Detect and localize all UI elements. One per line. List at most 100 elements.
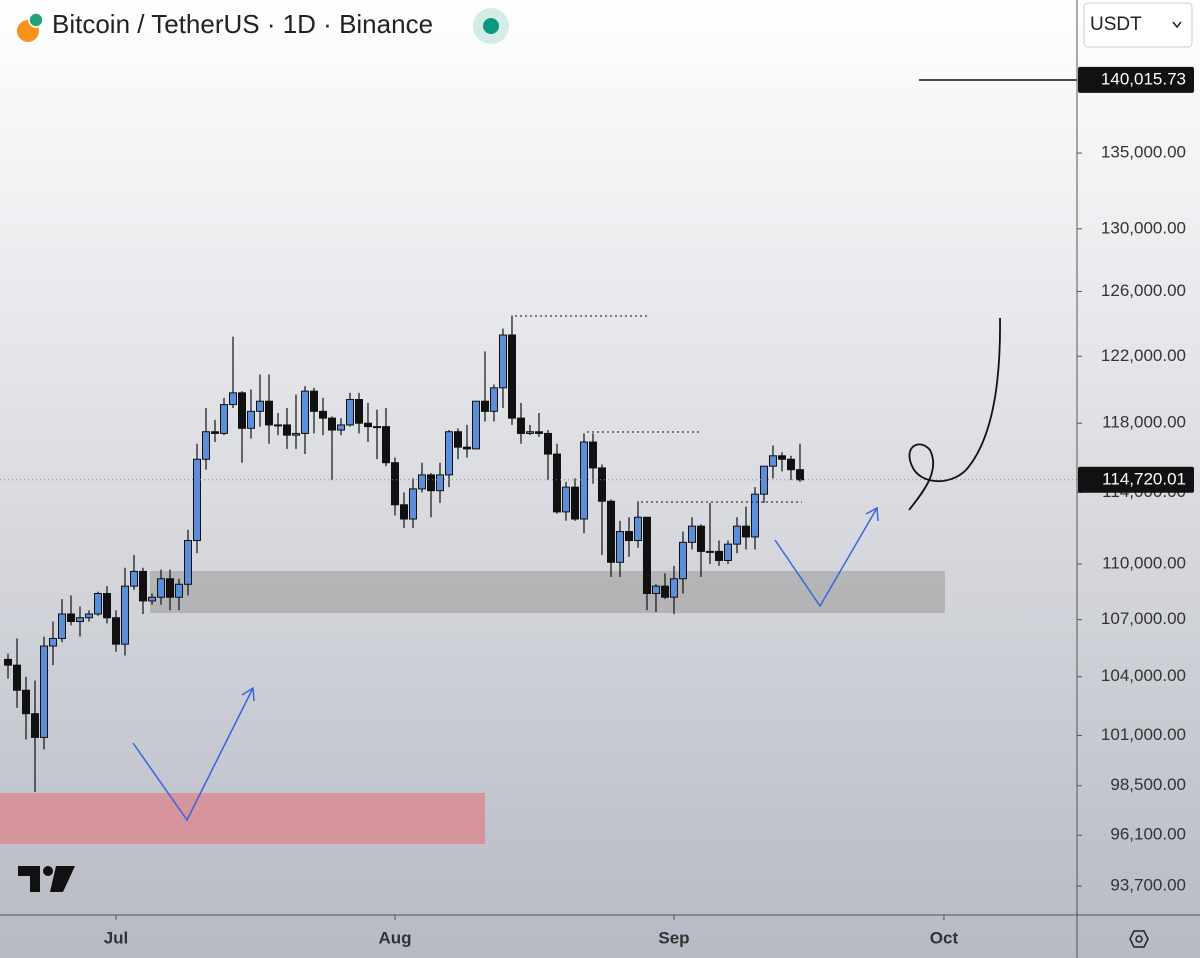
x-tick-label: Sep — [658, 928, 689, 947]
x-tick-label: Jul — [104, 928, 129, 947]
logo-part — [50, 866, 75, 892]
y-tick-label: 98,500.00 — [1110, 775, 1186, 794]
candle-body — [4, 658, 13, 666]
y-tick-label: 104,000.00 — [1101, 666, 1186, 685]
candle-body — [750, 493, 759, 538]
settings-hex[interactable] — [1129, 930, 1149, 948]
candle-body — [696, 525, 705, 552]
x-tick-label: Oct — [930, 928, 959, 947]
y-tick-label: 122,000.00 — [1101, 346, 1186, 365]
candle-body — [327, 417, 336, 431]
candle-body — [363, 422, 372, 428]
y-tick-label: 110,000.00 — [1102, 554, 1186, 573]
candle-body — [57, 613, 66, 639]
candle-body — [795, 469, 804, 481]
candle-body — [687, 525, 696, 543]
candle-body — [408, 488, 417, 520]
candle-body — [759, 465, 768, 495]
candle-body — [264, 400, 273, 426]
candle-body — [453, 431, 462, 448]
drawings — [132, 79, 1077, 822]
price-marker-label: 114,720.01 — [1102, 469, 1186, 488]
candle-body — [597, 467, 606, 502]
candle-body — [462, 446, 471, 450]
y-tick-label: 130,000.00 — [1101, 218, 1186, 237]
candle-body — [129, 570, 138, 587]
candle-body — [426, 474, 435, 492]
candle-body — [165, 578, 174, 598]
candle-body — [336, 424, 345, 431]
candle-body — [417, 474, 426, 490]
y-tick-label: 126,000.00 — [1101, 281, 1186, 300]
candle-body — [399, 504, 408, 520]
support-zone — [150, 571, 945, 613]
candle-body — [228, 392, 237, 406]
candle-body — [525, 431, 534, 434]
arrow — [774, 507, 878, 608]
candle-body — [615, 531, 624, 563]
settings-dot[interactable] — [1135, 935, 1143, 943]
arrow — [132, 687, 254, 822]
candle-body — [246, 410, 255, 429]
candle-body — [480, 400, 489, 412]
candle-body — [31, 713, 40, 738]
candle-body — [354, 399, 363, 424]
candle-body — [48, 637, 57, 647]
candle-body — [732, 525, 741, 545]
candle-body — [606, 500, 615, 563]
candle-body — [210, 431, 219, 434]
candle-body — [588, 441, 597, 469]
candle-body — [390, 462, 399, 506]
candle-body — [642, 516, 651, 595]
logo-part — [43, 866, 53, 876]
candle-body — [543, 432, 552, 455]
candle-body — [192, 458, 201, 542]
candle-body — [102, 593, 111, 619]
candle-body — [498, 334, 507, 389]
candle-body — [579, 441, 588, 520]
candle-body — [516, 417, 525, 434]
symbol-title: Bitcoin / TetherUS · 1D · Binance — [52, 9, 433, 39]
candle-body — [534, 431, 543, 434]
candle-body — [435, 474, 444, 492]
y-tick-label: 101,000.00 — [1101, 725, 1186, 744]
candle-body — [201, 431, 210, 460]
chevron — [1172, 21, 1182, 29]
candle-body — [66, 613, 75, 622]
tv-logo — [18, 866, 75, 892]
candle-body — [741, 525, 750, 538]
candle-body — [345, 399, 354, 426]
plot-area — [0, 152, 1082, 920]
candle-body — [651, 585, 660, 595]
candle-body — [156, 578, 165, 598]
candle-body — [669, 578, 678, 598]
candle-body — [714, 550, 723, 561]
candle-body — [552, 453, 561, 513]
candle-body — [777, 455, 786, 460]
candle-body — [255, 400, 264, 412]
candle-body — [75, 617, 84, 622]
candle-body — [84, 613, 93, 619]
settings-icon[interactable] — [1129, 930, 1149, 948]
y-tick-label: 135,000.00 — [1101, 143, 1186, 162]
candle-body — [291, 432, 300, 436]
currency-select[interactable] — [1083, 2, 1193, 48]
y-tick-label: 96,100.00 — [1110, 825, 1186, 844]
candle-body — [561, 486, 570, 513]
candle-body — [120, 585, 129, 645]
candle-body — [786, 458, 795, 471]
candle-body — [183, 540, 192, 585]
price-marker-box — [1078, 66, 1194, 93]
candle-body — [138, 570, 147, 602]
candle-body — [372, 426, 381, 429]
candle-body — [381, 426, 390, 464]
y-tick-label: 107,000.00 — [1101, 609, 1186, 628]
candle-body — [570, 486, 579, 520]
candle-body — [624, 531, 633, 542]
candle-body — [111, 617, 120, 645]
candle-body — [444, 431, 453, 476]
price-marker-label: 140,015.73 — [1101, 69, 1186, 88]
candle-body — [507, 334, 516, 419]
y-tick-label: 93,700.00 — [1110, 875, 1186, 894]
status-dot — [483, 18, 499, 34]
